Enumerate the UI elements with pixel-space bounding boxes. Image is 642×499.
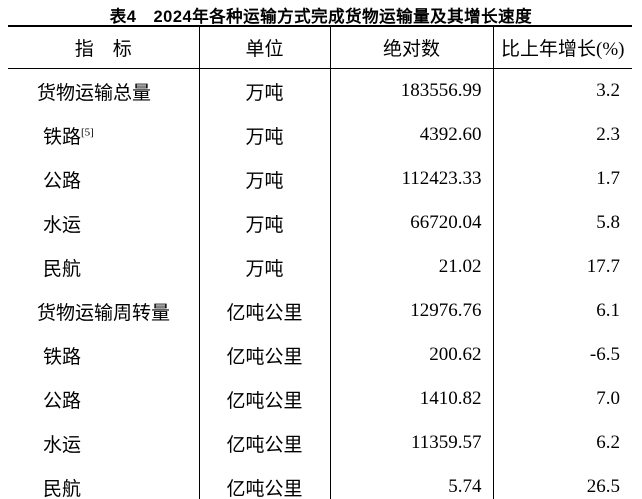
value-cell: 183556.99 [329,68,493,113]
header-row: 指 标 单位 绝对数 比上年增长(%) [8,26,632,69]
unit-cell: 万吨 [198,157,330,201]
table-row: 货物运输周转量 亿吨公里 12976.76 6.1 [8,289,632,333]
freight-transport-table: 指 标 单位 绝对数 比上年增长(%) 货物运输总量 万吨 183556.99 … [8,25,632,499]
indicator-cell: 铁路[5] [8,113,199,157]
table-title: 表4 2024年各种运输方式完成货物运输量及其增长速度 [109,8,533,26]
growth-cell: 26.5 [492,465,632,499]
indicator-cell: 公路 [8,377,199,421]
value-cell: 66720.04 [329,201,493,245]
indicator-label: 水运 [43,434,82,456]
value-cell: 5.74 [329,465,493,499]
unit-cell: 万吨 [198,68,330,113]
indicator-label: 公路 [43,390,82,412]
table-row: 铁路 亿吨公里 200.62 -6.5 [8,333,632,377]
value-cell: 1410.82 [329,377,493,421]
growth-cell: 2.3 [492,113,632,157]
indicator-label: 铁路 [43,346,82,368]
value-cell: 200.62 [329,333,493,377]
indicator-cell: 货物运输周转量 [8,289,199,333]
indicator-label: 公路 [43,170,82,192]
unit-cell: 万吨 [198,245,330,289]
table-row: 民航 亿吨公里 5.74 26.5 [8,465,632,499]
indicator-cell: 民航 [8,465,199,499]
header-value: 绝对数 [329,26,493,69]
growth-cell: 6.2 [492,421,632,465]
indicator-cell: 水运 [8,421,199,465]
indicator-label: 货物运输总量 [37,82,152,104]
table-row: 水运 亿吨公里 11359.57 6.2 [8,421,632,465]
indicator-label: 货物运输周转量 [37,302,171,324]
unit-cell: 万吨 [198,201,330,245]
indicator-label: 水运 [43,214,82,236]
table-header: 指 标 单位 绝对数 比上年增长(%) [8,26,632,69]
header-indicator: 指 标 [74,39,132,60]
table-row: 公路 亿吨公里 1410.82 7.0 [8,377,632,421]
indicator-label: 民航 [43,258,82,280]
growth-cell: -6.5 [492,333,632,377]
table-row: 水运 万吨 66720.04 5.8 [8,201,632,245]
table-body: 货物运输总量 万吨 183556.99 3.2 铁路[5] 万吨 4392.60… [8,68,632,499]
unit-cell: 亿吨公里 [198,421,330,465]
growth-cell: 17.7 [492,245,632,289]
indicator-cell: 货物运输总量 [8,69,199,114]
indicator-cell: 公路 [8,157,199,201]
value-cell: 4392.60 [329,113,493,157]
header-unit: 单位 [198,26,330,69]
value-cell: 12976.76 [329,289,493,333]
unit-cell: 万吨 [198,113,330,157]
footnote-marker: [5] [81,126,94,139]
table-row: 公路 万吨 112423.33 1.7 [8,157,632,201]
unit-cell: 亿吨公里 [198,465,330,499]
indicator-label: 铁路 [43,126,82,148]
indicator-cell: 铁路 [8,333,199,377]
header-growth: 比上年增长(%) [492,26,632,69]
indicator-label: 民航 [43,478,82,499]
growth-cell: 7.0 [492,377,632,421]
table-row: 货物运输总量 万吨 183556.99 3.2 [8,68,632,114]
growth-cell: 3.2 [492,68,632,113]
growth-cell: 1.7 [492,157,632,201]
table-row: 铁路[5] 万吨 4392.60 2.3 [8,113,632,157]
unit-cell: 亿吨公里 [198,333,330,377]
growth-cell: 5.8 [492,201,632,245]
growth-cell: 6.1 [492,289,632,333]
value-cell: 21.02 [329,245,493,289]
value-cell: 11359.57 [329,421,493,465]
unit-cell: 亿吨公里 [198,289,330,333]
indicator-cell: 民航 [8,245,199,289]
indicator-cell: 水运 [8,201,199,245]
table-row: 民航 万吨 21.02 17.7 [8,245,632,289]
unit-cell: 亿吨公里 [198,377,330,421]
value-cell: 112423.33 [329,157,493,201]
